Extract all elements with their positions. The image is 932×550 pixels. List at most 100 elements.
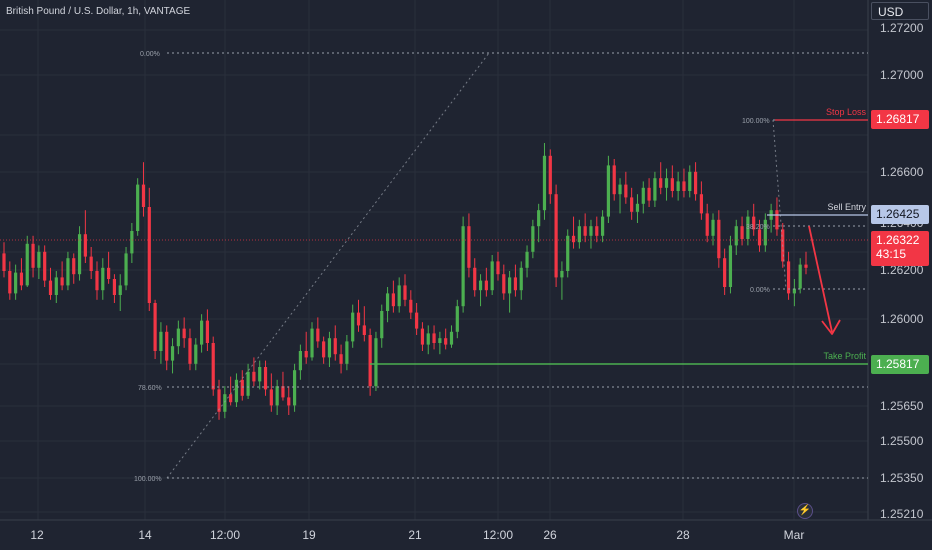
candle <box>635 194 640 223</box>
candle <box>327 331 332 367</box>
candle-body <box>374 338 378 387</box>
candle <box>194 338 198 371</box>
candle-body <box>415 312 419 329</box>
time-axis-tick: Mar <box>784 528 805 542</box>
symbol-title[interactable]: British Pound / U.S. Dollar, 1h, VANTAGE <box>6 6 191 17</box>
candle-body <box>258 367 262 382</box>
take-profit-price-tag: 1.25817 <box>871 355 929 374</box>
candle-body <box>740 226 744 239</box>
candle-body <box>339 354 343 364</box>
candle-body <box>444 338 448 345</box>
candle <box>258 360 262 390</box>
candle-body <box>263 367 268 390</box>
candle <box>577 219 581 249</box>
candle <box>37 245 41 279</box>
sell-entry-label: Sell Entry <box>827 202 866 212</box>
candle <box>717 210 721 268</box>
candle-body <box>252 371 256 382</box>
candle <box>246 363 250 399</box>
candle <box>351 304 355 348</box>
candle-body <box>606 165 611 217</box>
candle <box>775 197 779 236</box>
candle <box>211 336 215 396</box>
candle-body <box>112 279 117 295</box>
candle <box>54 271 58 303</box>
candle <box>728 235 733 294</box>
candle-body <box>699 194 703 214</box>
candle-body <box>746 216 750 239</box>
candle-body <box>316 328 320 342</box>
candle <box>112 274 117 303</box>
price-axis-tick: 1.25650 <box>880 399 924 413</box>
candle-body <box>461 226 465 307</box>
candle <box>362 306 366 342</box>
candle <box>95 261 99 300</box>
candle-body <box>170 346 175 361</box>
candle-body <box>519 267 523 291</box>
candle <box>43 245 47 287</box>
take-profit-price-tag-text: 1.25817 <box>876 357 920 371</box>
candle-body <box>583 226 587 236</box>
candle-body <box>641 187 645 204</box>
candle-body <box>496 261 500 275</box>
time-axis-tick: 12:00 <box>483 528 513 542</box>
candle <box>182 317 186 348</box>
candle-body <box>391 293 395 307</box>
candle <box>542 143 547 220</box>
candle-body <box>554 194 558 278</box>
candle <box>316 317 320 348</box>
candle <box>508 271 512 313</box>
candle-body <box>420 328 425 345</box>
candle <box>118 274 122 311</box>
candle <box>804 251 808 275</box>
candle-body <box>19 272 24 286</box>
candle <box>519 261 523 300</box>
candle-body <box>223 394 227 412</box>
candle-body <box>734 226 738 246</box>
current-price-tag-text: 43:15 <box>876 247 906 261</box>
candle <box>467 213 471 278</box>
candle <box>583 213 587 243</box>
fib-level-label: 38.20% <box>746 224 770 231</box>
candle <box>455 299 459 339</box>
candle <box>763 213 767 252</box>
projection-arrow <box>808 225 841 335</box>
candle <box>798 258 802 294</box>
candle <box>682 168 686 198</box>
candle <box>606 155 611 223</box>
tradingview-logo-icon: ⚡ <box>797 503 813 519</box>
candle-body <box>664 178 669 188</box>
candle-body <box>101 267 105 291</box>
candle-body <box>48 280 53 295</box>
candle <box>752 203 756 236</box>
candle-body <box>566 235 570 271</box>
candle-body <box>188 338 192 364</box>
candle <box>641 181 645 214</box>
candle-body <box>60 277 64 286</box>
candle <box>89 247 93 279</box>
candle <box>368 328 372 396</box>
candle <box>438 331 442 355</box>
candle <box>263 360 268 396</box>
candle-body <box>513 277 518 291</box>
candle-body <box>25 243 29 286</box>
candle-body <box>89 256 93 271</box>
fib-level-label: 0.00% <box>140 51 160 58</box>
candle <box>356 299 361 332</box>
price-axis-tick: 1.26600 <box>880 165 924 179</box>
currency-selector[interactable]: USD <box>871 2 929 20</box>
candle-body <box>385 293 390 311</box>
candle <box>298 344 302 380</box>
price-axis-tick: 1.25500 <box>880 434 924 448</box>
price-axis-tick: 1.26000 <box>880 312 924 326</box>
candle <box>600 210 605 243</box>
time-axis-tick: 26 <box>543 528 557 542</box>
candle-body <box>130 231 134 254</box>
candle <box>19 258 24 291</box>
fib-level-label: 100.00% <box>742 118 770 125</box>
candle-body <box>757 229 762 246</box>
candle <box>566 229 570 278</box>
candle <box>502 264 506 300</box>
current-price-tag-text: 1.26322 <box>876 233 920 247</box>
